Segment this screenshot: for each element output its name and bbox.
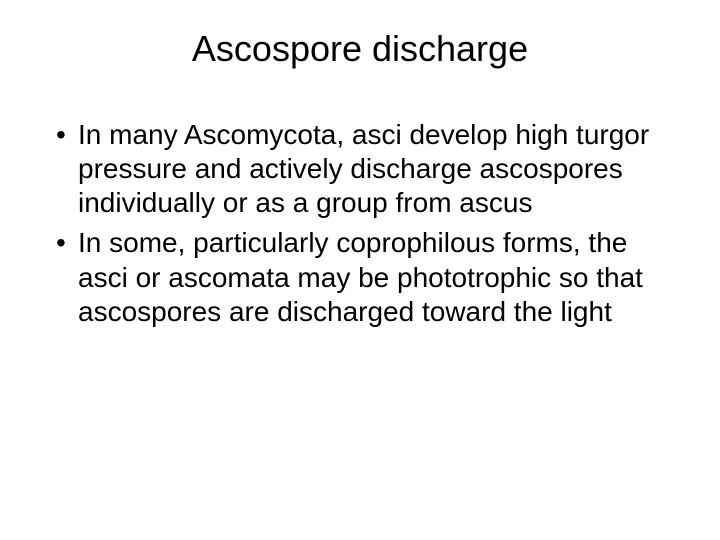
list-item: In some, particularly coprophilous forms… bbox=[50, 226, 670, 328]
list-item: In many Ascomycota, asci develop high tu… bbox=[50, 118, 670, 220]
bullet-list: In many Ascomycota, asci develop high tu… bbox=[50, 118, 670, 329]
slide-title: Ascospore discharge bbox=[50, 28, 670, 70]
slide: Ascospore discharge In many Ascomycota, … bbox=[0, 0, 720, 540]
